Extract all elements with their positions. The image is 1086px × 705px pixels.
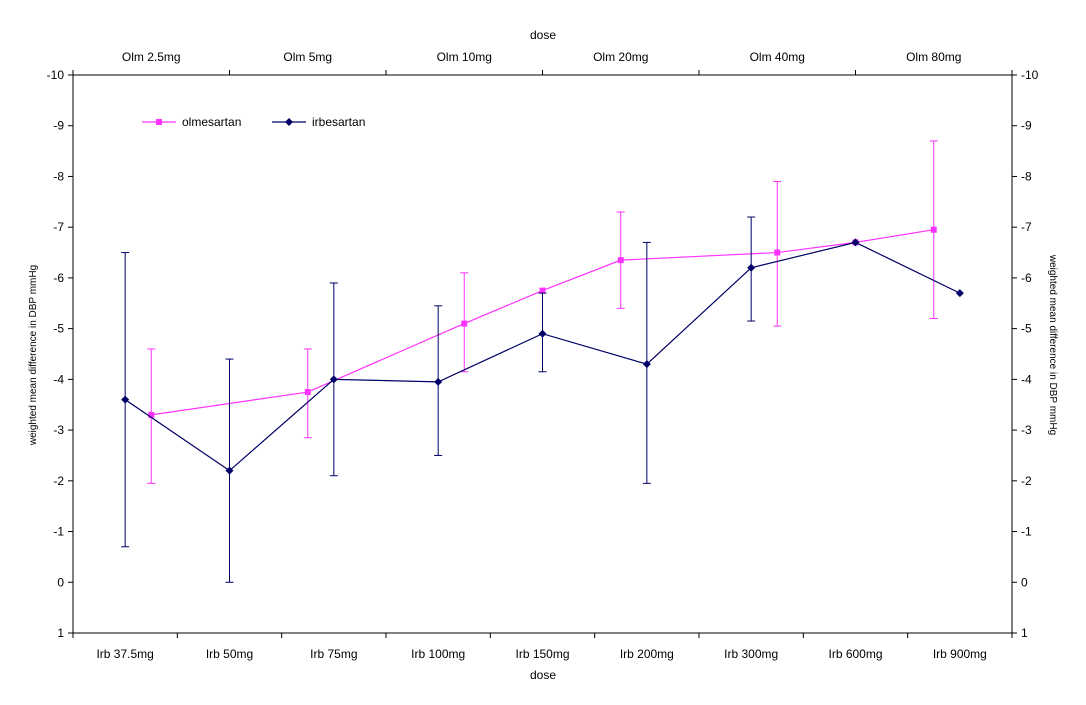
data-point-olmesartan — [539, 287, 546, 294]
y-tick-label-right: -9 — [1021, 119, 1032, 133]
y-tick-label-right: -5 — [1021, 322, 1032, 336]
series-irbesartan — [121, 216, 964, 583]
legend-item-irbesartan: irbesartan — [272, 115, 365, 129]
x-tick-label-top: Olm 5mg — [283, 50, 332, 64]
legend-item-olmesartan: olmesartan — [142, 115, 241, 129]
y-tick-label-left: 0 — [57, 575, 64, 589]
data-point-irbesartan — [747, 263, 756, 272]
legend-label-olmesartan: olmesartan — [182, 115, 241, 129]
data-point-olmesartan — [148, 411, 155, 418]
y-tick-label-left: 1 — [57, 626, 64, 640]
data-point-irbesartan — [121, 395, 130, 404]
x-axis-title-bottom: dose — [530, 668, 556, 682]
data-point-irbesartan — [955, 289, 964, 298]
y-tick-label-right: -7 — [1021, 220, 1032, 234]
data-point-olmesartan — [774, 249, 781, 256]
x-tick-label-top: Olm 40mg — [750, 50, 805, 64]
y-tick-label-right: -1 — [1021, 525, 1032, 539]
y-tick-label-left: -9 — [53, 119, 64, 133]
x-axis-title-top: dose — [530, 28, 556, 42]
y-tick-label-right: 1 — [1021, 626, 1028, 640]
y-tick-label-left: -4 — [53, 372, 64, 386]
data-point-irbesartan — [851, 238, 860, 247]
y-tick-label-right: -10 — [1021, 68, 1039, 82]
y-axis-title-left: weighted mean difference in DBP mmHg — [28, 265, 39, 446]
x-tick-label-top: Olm 2.5mg — [122, 50, 181, 64]
data-point-irbesartan — [225, 466, 234, 475]
y-tick-label-right: -4 — [1021, 372, 1032, 386]
x-tick-label-bottom: Irb 200mg — [620, 647, 674, 661]
x-tick-label-bottom: Irb 100mg — [411, 647, 465, 661]
y-tick-label-left: -2 — [53, 474, 64, 488]
x-tick-label-top: Olm 20mg — [593, 50, 648, 64]
y-tick-label-left: -6 — [53, 271, 64, 285]
y-tick-label-right: 0 — [1021, 575, 1028, 589]
x-tick-label-bottom: Irb 75mg — [310, 647, 357, 661]
legend: olmesartan irbesartan — [142, 115, 365, 129]
y-tick-label-left: -5 — [53, 322, 64, 336]
data-point-irbesartan — [329, 375, 338, 384]
x-tick-label-bottom: Irb 600mg — [828, 647, 882, 661]
x-tick-label-top: Olm 10mg — [437, 50, 492, 64]
legend-marker-olmesartan — [156, 119, 162, 125]
legend-label-irbesartan: irbesartan — [312, 115, 365, 129]
axes-layer: 1 1 0 0 -1 -1 -2 -2 -3 -3 -4 -4 -5 -5 -6 -6 -7 -7 -8 -8 -9 -9… — [47, 50, 1039, 661]
x-tick-label-bottom: Irb 300mg — [724, 647, 778, 661]
data-point-olmesartan — [617, 257, 624, 264]
y-axis-title-right: weighted mean difference in DBP mmHg — [1047, 254, 1058, 435]
legend-marker-irbesartan — [285, 118, 293, 126]
data-point-irbesartan — [642, 360, 651, 369]
data-point-olmesartan — [930, 226, 937, 233]
data-point-irbesartan — [434, 377, 443, 386]
data-point-irbesartan — [538, 329, 547, 338]
y-tick-label-left: -7 — [53, 220, 64, 234]
x-tick-label-bottom: Irb 900mg — [933, 647, 987, 661]
y-tick-label-left: -8 — [53, 169, 64, 183]
data-point-olmesartan — [461, 320, 468, 327]
y-tick-label-right: -8 — [1021, 169, 1032, 183]
y-tick-label-left: -3 — [53, 423, 64, 437]
y-tick-label-right: -3 — [1021, 423, 1032, 437]
y-tick-label-left: -1 — [53, 525, 64, 539]
x-tick-label-bottom: Irb 150mg — [515, 647, 569, 661]
series-layer — [121, 140, 964, 583]
x-tick-label-bottom: Irb 50mg — [206, 647, 253, 661]
x-tick-label-bottom: Irb 37.5mg — [96, 647, 153, 661]
y-tick-label-right: -2 — [1021, 474, 1032, 488]
y-tick-label-right: -6 — [1021, 271, 1032, 285]
y-tick-label-left: -10 — [47, 68, 65, 82]
x-tick-label-top: Olm 80mg — [906, 50, 961, 64]
data-point-olmesartan — [304, 389, 311, 396]
